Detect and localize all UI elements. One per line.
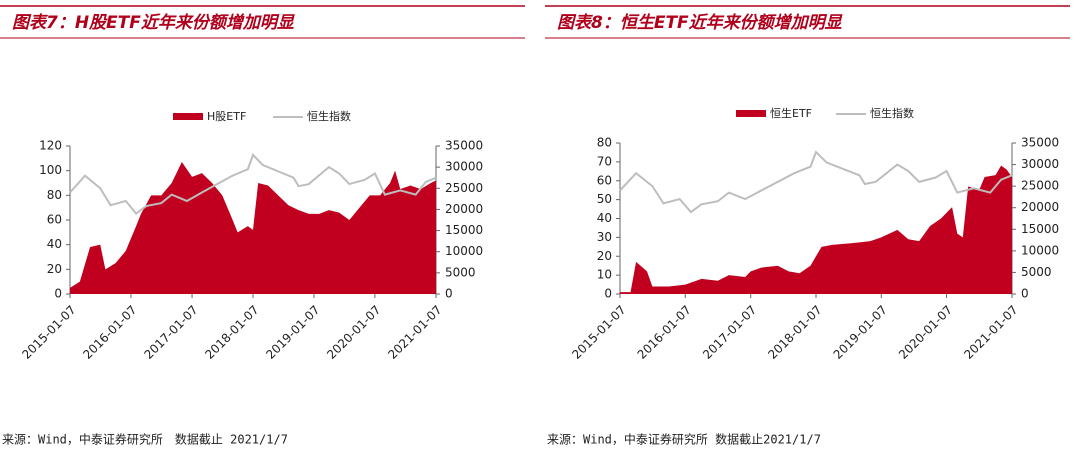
x-tick-label: 2021-01-07 — [961, 303, 1020, 362]
y-tick-label: 30 — [597, 230, 612, 244]
legend-swatch — [736, 110, 766, 117]
legend-label: 恒生ETF — [770, 106, 812, 120]
y2-tick-label: 20000 — [1021, 200, 1059, 214]
line — [69, 153, 437, 216]
y2-tick-label: 30000 — [445, 160, 483, 174]
y-tick-label: 20 — [597, 249, 612, 263]
y2-tick-label: 15000 — [445, 223, 483, 237]
y-tick-label: 60 — [47, 213, 62, 227]
y-tick-label: 80 — [597, 136, 612, 150]
chart-title: 图表7：H股ETF近年来份额增加明显 — [12, 13, 295, 33]
y2-tick-label: 15000 — [1021, 222, 1059, 236]
legend-label: 恒生指数 — [870, 106, 914, 120]
chart-title: 图表8：恒生ETF近年来份额增加明显 — [557, 13, 843, 33]
x-tick-label: 2020-01-07 — [896, 303, 955, 362]
y-tick-label: 60 — [597, 173, 612, 187]
y2-tick-label: 30000 — [1021, 157, 1059, 171]
y-tick-label: 10 — [597, 268, 612, 282]
y2-tick-label: 10000 — [445, 244, 483, 258]
y2-tick-label: 35000 — [445, 139, 483, 153]
x-tick-label: 2018-01-07 — [765, 303, 824, 362]
y2-tick-label: 35000 — [1021, 136, 1059, 150]
area — [620, 165, 1012, 294]
y-tick-label: 70 — [597, 154, 612, 168]
y2-tick-label: 5000 — [445, 265, 476, 279]
y-tick-label: 0 — [54, 287, 62, 301]
y-tick-label: 0 — [604, 287, 612, 301]
y2-tick-label: 10000 — [1021, 243, 1059, 257]
line — [619, 150, 1013, 214]
x-tick-label: 2017-01-07 — [141, 303, 200, 362]
x-tick-label: 2017-01-07 — [700, 303, 759, 362]
y-tick-label: 40 — [597, 211, 612, 225]
legend-label: H股ETF — [207, 110, 246, 123]
x-tick-label: 2016-01-07 — [80, 303, 139, 362]
x-tick-label: 2015-01-07 — [19, 303, 78, 362]
source-note: 来源：Wind，中泰证券研究所 数据截止2021/1/7 — [547, 432, 821, 447]
x-tick-label: 2019-01-07 — [263, 303, 322, 362]
y-tick-label: 80 — [47, 188, 62, 202]
y2-tick-label: 25000 — [1021, 179, 1059, 193]
x-tick-label: 2019-01-07 — [831, 303, 890, 362]
legend-label: 恒生指数 — [307, 109, 351, 123]
y2-tick-label: 20000 — [445, 202, 483, 216]
legend-swatch — [173, 113, 203, 120]
source-note: 来源：Wind，中泰证券研究所 数据截止 2021/1/7 — [2, 432, 288, 447]
y-tick-label: 40 — [47, 237, 62, 251]
y2-tick-label: 25000 — [445, 181, 483, 195]
y2-tick-label: 0 — [445, 287, 453, 301]
y2-tick-label: 0 — [1021, 287, 1029, 301]
y-tick-label: 20 — [47, 262, 62, 276]
x-tick-label: 2018-01-07 — [202, 303, 261, 362]
x-tick-label: 2021-01-07 — [385, 303, 444, 362]
area — [70, 162, 436, 294]
x-tick-label: 2015-01-07 — [569, 303, 628, 362]
x-tick-label: 2020-01-07 — [324, 303, 383, 362]
y-tick-label: 50 — [597, 192, 612, 206]
y-tick-label: 100 — [39, 163, 62, 177]
y-tick-label: 120 — [39, 139, 62, 153]
y2-tick-label: 5000 — [1021, 265, 1052, 279]
x-tick-label: 2016-01-07 — [635, 303, 694, 362]
